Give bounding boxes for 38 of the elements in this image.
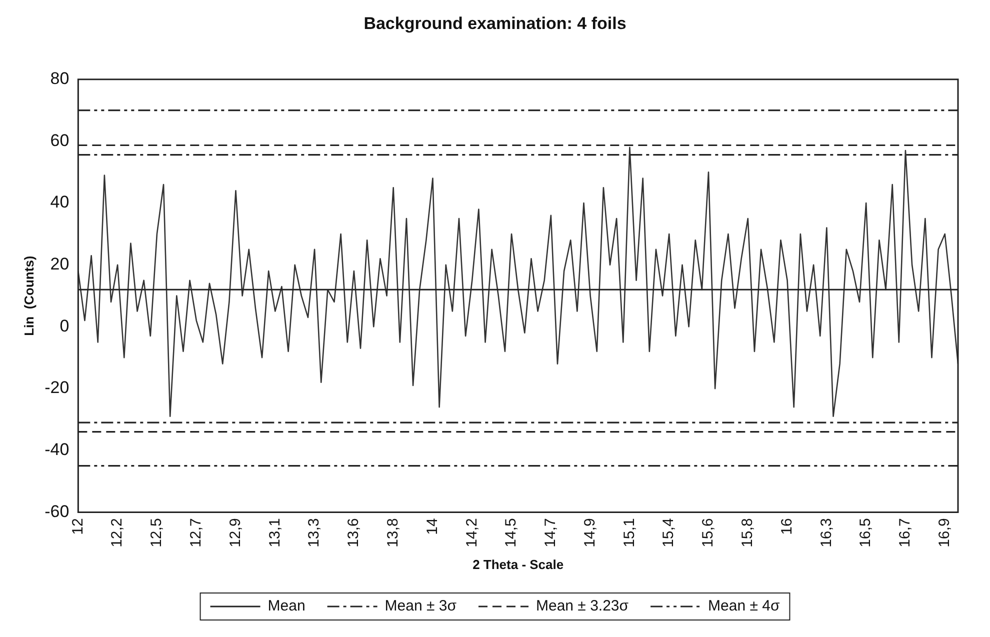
x-tick-label: 15,8 [739,518,756,548]
x-axis-title: 2 Theta - Scale [472,556,564,572]
x-tick-label: 14 [424,518,441,535]
x-tick-label: 16,7 [896,518,914,548]
chart-title: Background examination: 4 foils [364,14,626,33]
y-tick-label: 0 [60,316,70,336]
legend-label: Mean [268,598,306,615]
x-tick-label: 13,3 [306,518,323,548]
x-tick-label: 12,2 [108,518,126,548]
legend-label: Mean ± 3σ [384,598,458,615]
y-tick-label: -40 [44,440,70,460]
y-tick-label: -60 [44,502,70,521]
x-tick-label: 13,6 [345,518,362,548]
x-tick-label: 15,4 [660,518,678,548]
x-tick-label: 12 [69,518,86,535]
y-tick-label: -20 [44,378,70,398]
x-tick-label: 14,2 [463,518,480,548]
x-tick-label: 15,1 [620,518,638,548]
x-tick-label: 13,1 [266,518,284,548]
y-tick-label: 80 [50,69,70,88]
y-tick-label: 40 [50,192,70,212]
x-tick-label: 14,5 [502,518,520,548]
x-tick-label: 14,9 [581,518,598,548]
x-tick-label: 12,7 [187,518,204,548]
x-tick-label: 16 [778,518,796,535]
x-tick-label: 16,5 [857,518,874,548]
x-tick-label: 15,6 [700,518,717,548]
x-tick-label: 12,5 [148,518,166,548]
legend-label: Mean ± 4σ [708,598,780,615]
y-axis-title: Lin (Counts) [21,256,36,336]
x-tick-label: 16,9 [936,518,954,548]
legend-label: Mean ± 3.23σ [536,598,630,615]
x-tick-label: 12,9 [226,518,244,548]
x-tick-label: 13,8 [384,518,402,548]
y-tick-label: 60 [50,130,70,150]
x-tick-label: 14,7 [542,518,560,548]
y-tick-label: 20 [50,254,70,274]
x-tick-label: 16,3 [818,518,835,548]
